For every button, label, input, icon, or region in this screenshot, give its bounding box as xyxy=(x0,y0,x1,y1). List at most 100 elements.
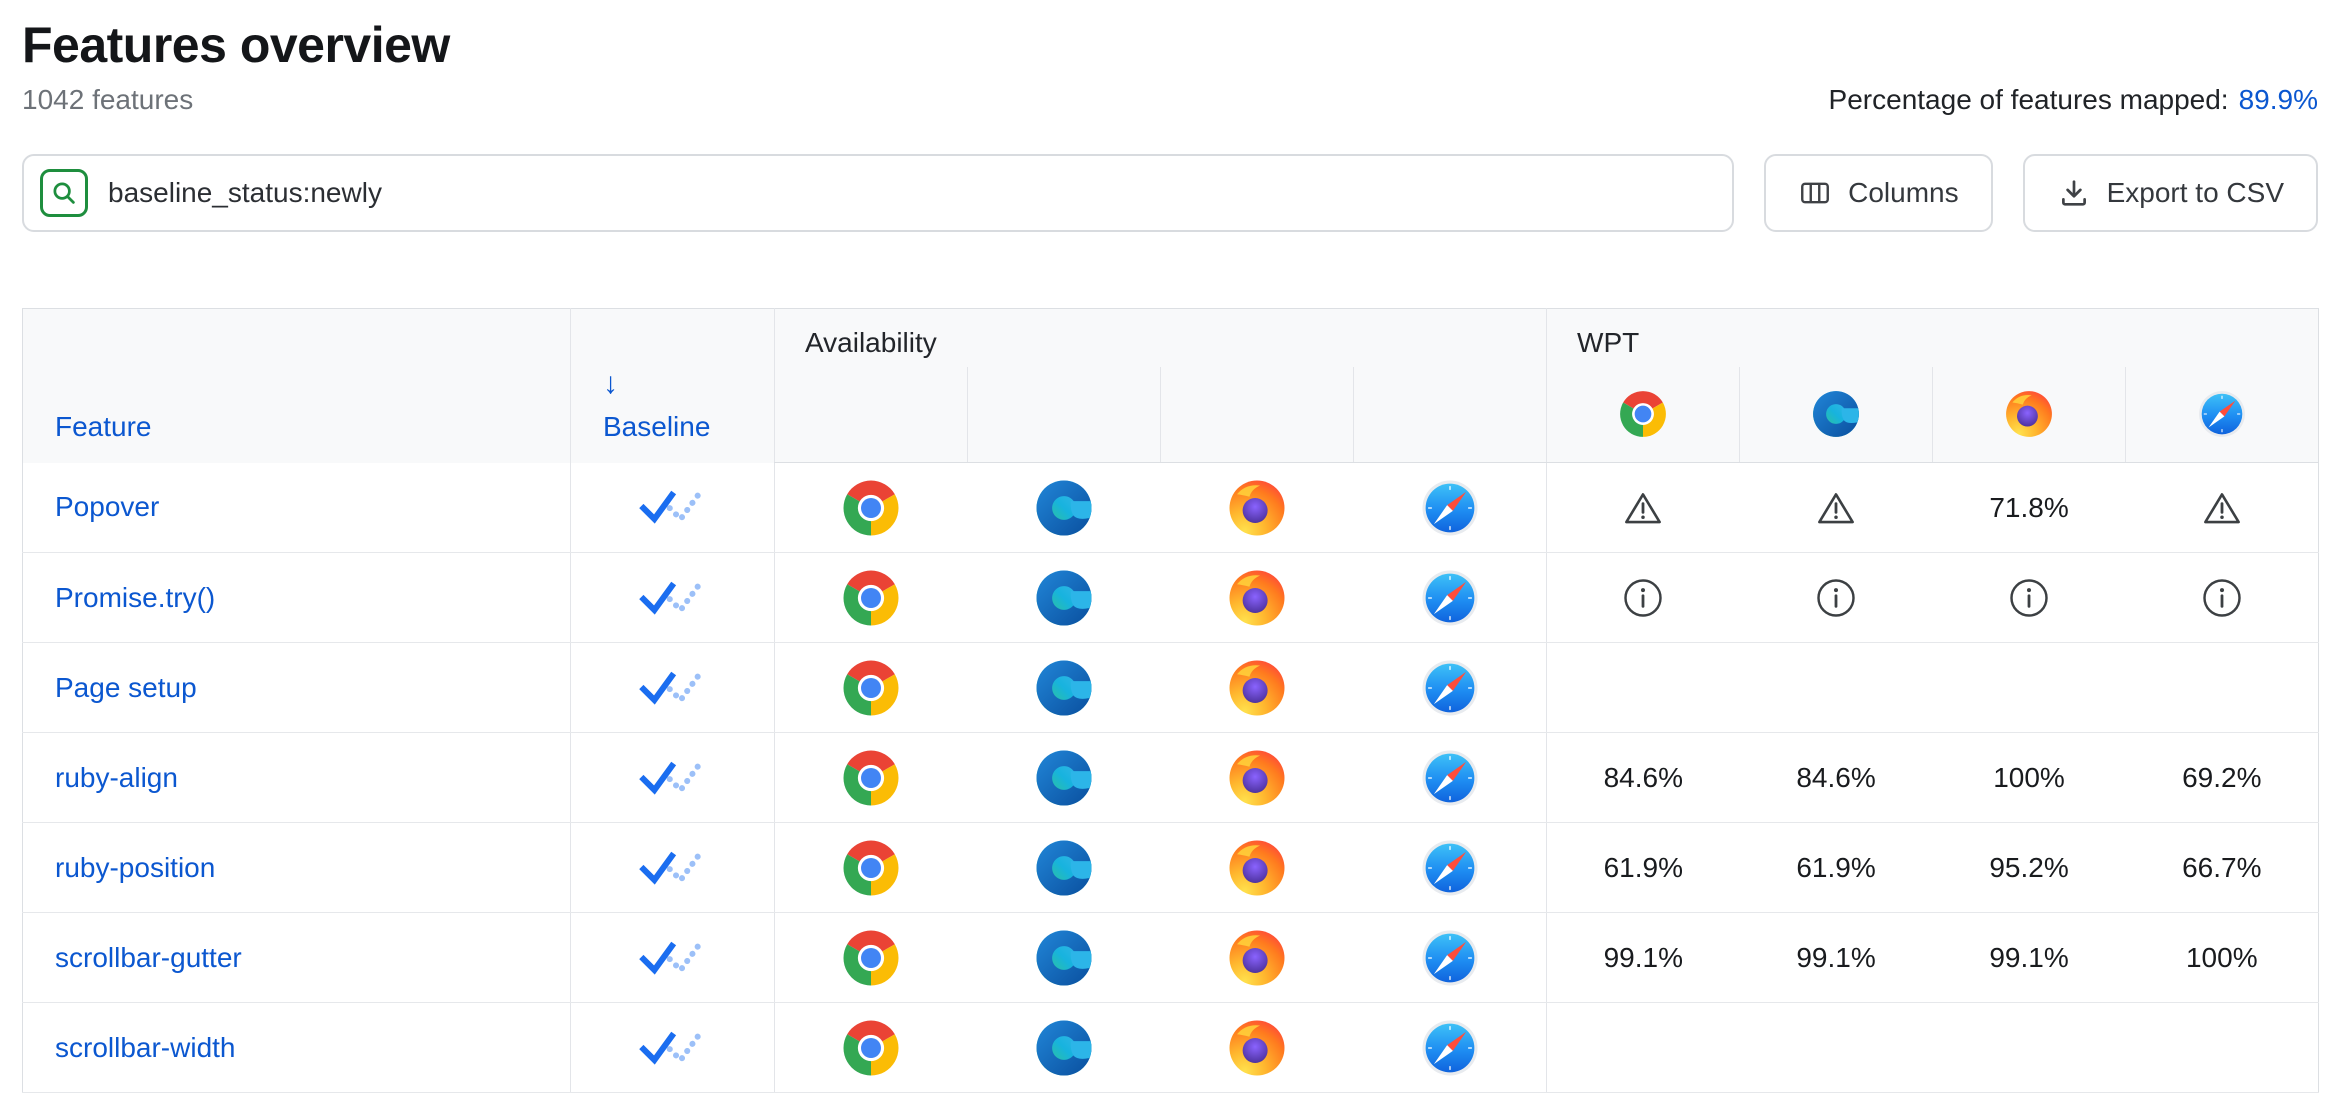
features-overview-page: Features overview 1042 features Percenta… xyxy=(22,17,2320,1093)
chrome-icon xyxy=(841,478,901,538)
newly-icon xyxy=(638,576,708,620)
wpt-chrome-subheader xyxy=(1546,366,1740,463)
wpt-firefox-subheader xyxy=(1932,366,2126,463)
feature-cell: Page setup xyxy=(22,642,571,733)
feature-cell: scrollbar-gutter xyxy=(22,912,571,1003)
chrome-icon xyxy=(841,838,901,898)
wpt-score: 84.6% xyxy=(1796,761,1876,793)
wpt-score: 100% xyxy=(1993,761,2065,793)
wpt-cell: 84.6% xyxy=(1546,732,1740,823)
firefox-icon xyxy=(1227,568,1287,628)
edge-icon xyxy=(1034,928,1094,988)
wpt-cell: 99.1% xyxy=(1546,912,1740,1003)
availability-group-header: Availability xyxy=(773,308,1547,367)
columns-icon xyxy=(1798,176,1832,210)
table-row: ruby-align 84.6% 84.6% 100% 69.2% xyxy=(22,732,2319,823)
baseline-status-cell xyxy=(570,732,775,823)
download-icon xyxy=(2057,176,2091,210)
wpt-cell xyxy=(1932,642,2126,733)
feature-link[interactable]: scrollbar-width xyxy=(55,1031,236,1063)
wpt-cell: 66.7% xyxy=(2125,822,2319,913)
feature-link[interactable]: ruby-position xyxy=(55,851,216,883)
chrome-icon xyxy=(841,568,901,628)
wpt-score: 84.6% xyxy=(1603,761,1683,793)
availability-edge-cell xyxy=(967,642,1161,733)
info-icon xyxy=(1622,577,1664,619)
export-csv-button[interactable]: Export to CSV xyxy=(2022,154,2318,232)
firefox-icon xyxy=(1227,928,1287,988)
availability-safari-cell xyxy=(1353,642,1547,733)
columns-button-label: Columns xyxy=(1848,177,1959,208)
table-row: Popover 71.8% xyxy=(22,462,2319,553)
table-row: scrollbar-gutter 99.1% 99.1% 99.1% 100% xyxy=(22,912,2319,1003)
wpt-score: 99.1% xyxy=(1989,941,2069,973)
mapped-stat: Percentage of features mapped: 89.9% xyxy=(1829,84,2318,116)
safari-icon xyxy=(1420,928,1480,988)
wpt-cell: 84.6% xyxy=(1739,732,1933,823)
chrome-icon xyxy=(841,658,901,718)
warning-icon xyxy=(1622,487,1664,529)
feature-cell: scrollbar-width xyxy=(22,1002,571,1093)
wpt-cell: 99.1% xyxy=(1739,912,1933,1003)
wpt-cell xyxy=(1546,462,1740,553)
availability-edge-cell xyxy=(967,1002,1161,1093)
safari-icon xyxy=(1420,838,1480,898)
table-row: Page setup xyxy=(22,642,2319,733)
firefox-icon xyxy=(1227,748,1287,808)
search-input[interactable] xyxy=(108,177,1717,209)
table-body: Popover 71.8% Promise.try() Page setup r… xyxy=(22,462,2319,1093)
baseline-column-sort[interactable]: ↓ Baseline xyxy=(603,367,710,443)
header-sub-row: 1042 features Percentage of features map… xyxy=(22,84,2318,116)
safari-icon xyxy=(1420,478,1480,538)
feature-cell: ruby-align xyxy=(22,732,571,823)
mapped-percent-link[interactable]: 89.9% xyxy=(2238,84,2318,115)
columns-button[interactable]: Columns xyxy=(1764,154,1993,232)
availability-chrome-cell xyxy=(774,552,968,643)
baseline-status-cell xyxy=(570,462,775,553)
availability-chrome-cell xyxy=(774,462,968,553)
wpt-score: 61.9% xyxy=(1796,851,1876,883)
feature-link[interactable]: ruby-align xyxy=(55,761,178,793)
sort-desc-arrow-icon: ↓ xyxy=(603,366,618,400)
availability-firefox-subheader xyxy=(1160,366,1354,463)
wpt-cell: 69.2% xyxy=(2125,732,2319,823)
feature-link[interactable]: Page setup xyxy=(55,671,197,703)
wpt-cell xyxy=(1932,552,2126,643)
firefox-icon xyxy=(1227,658,1287,718)
magnifier-glyph xyxy=(49,178,79,208)
edge-icon xyxy=(1034,1018,1094,1078)
wpt-cell: 99.1% xyxy=(1932,912,2126,1003)
wpt-cell xyxy=(1546,552,1740,643)
availability-chrome-cell xyxy=(774,732,968,823)
wpt-cell xyxy=(2125,552,2319,643)
availability-firefox-cell xyxy=(1160,552,1354,643)
chrome-icon xyxy=(841,928,901,988)
chrome-icon xyxy=(841,1018,901,1078)
availability-edge-subheader xyxy=(967,366,1161,463)
firefox-icon xyxy=(1227,1018,1287,1078)
mapped-label: Percentage of features mapped: xyxy=(1828,84,2229,115)
toolbar: Columns Export to CSV xyxy=(22,154,2318,232)
newly-icon xyxy=(638,756,708,800)
availability-safari-cell xyxy=(1353,912,1547,1003)
info-icon xyxy=(2008,577,2050,619)
feature-link[interactable]: Popover xyxy=(55,491,160,523)
safari-icon xyxy=(2197,389,2247,439)
feature-link[interactable]: Promise.try() xyxy=(55,581,216,613)
wpt-cell: 61.9% xyxy=(1739,822,1933,913)
availability-chrome-cell xyxy=(774,912,968,1003)
info-icon xyxy=(2201,577,2243,619)
feature-link[interactable]: scrollbar-gutter xyxy=(55,941,242,973)
chrome-icon xyxy=(841,748,901,808)
warning-icon xyxy=(2201,487,2243,529)
warning-icon xyxy=(1815,487,1857,529)
availability-safari-cell xyxy=(1353,1002,1547,1093)
feature-column-sort[interactable]: Feature xyxy=(55,410,152,442)
wpt-cell: 71.8% xyxy=(1932,462,2126,553)
newly-icon xyxy=(638,846,708,890)
search-box[interactable] xyxy=(22,154,1735,232)
edge-icon xyxy=(1034,748,1094,808)
newly-icon xyxy=(638,1026,708,1070)
features-table: Feature ↓ Baseline Availability WPT xyxy=(22,308,2320,1093)
feature-count: 1042 features xyxy=(22,84,194,115)
